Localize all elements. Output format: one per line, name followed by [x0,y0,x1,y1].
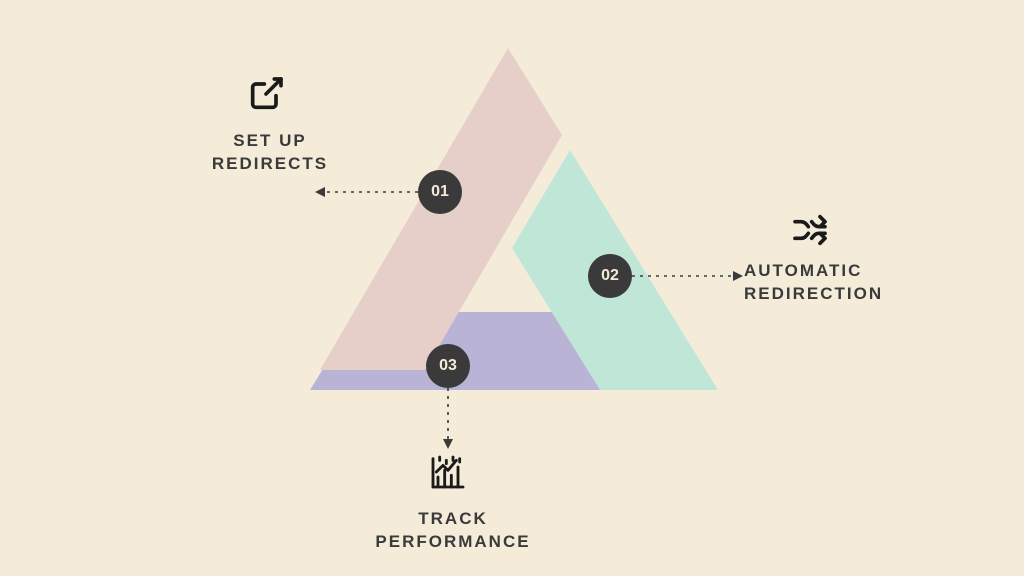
connector-arrow-c3 [443,439,453,449]
step-badge-02: 02 [588,254,632,298]
infographic-stage: 01 02 03 SET UPREDIRECTS AUTOMATICREDIRECTIO… [0,0,1024,576]
step-label-line: AUTOMATIC [744,260,924,283]
step-label-line: REDIRECTION [744,283,924,306]
connector-arrow-c2 [733,271,743,281]
step-label-line: TRACK [358,508,548,531]
chart-icon [428,452,468,492]
step-badge-01: 01 [418,170,462,214]
shuffle-icon [790,210,830,250]
connector-arrow-c1 [315,187,325,197]
step-label-line: SET UP [190,130,350,153]
step-label-track: TRACKPERFORMANCE [358,508,548,554]
step-label-line: REDIRECTS [190,153,350,176]
step-label-line: PERFORMANCE [358,531,548,554]
step-label-auto: AUTOMATICREDIRECTION [744,260,924,306]
step-badge-03: 03 [426,344,470,388]
external-link-icon [246,74,286,114]
step-label-setup: SET UPREDIRECTS [190,130,350,176]
